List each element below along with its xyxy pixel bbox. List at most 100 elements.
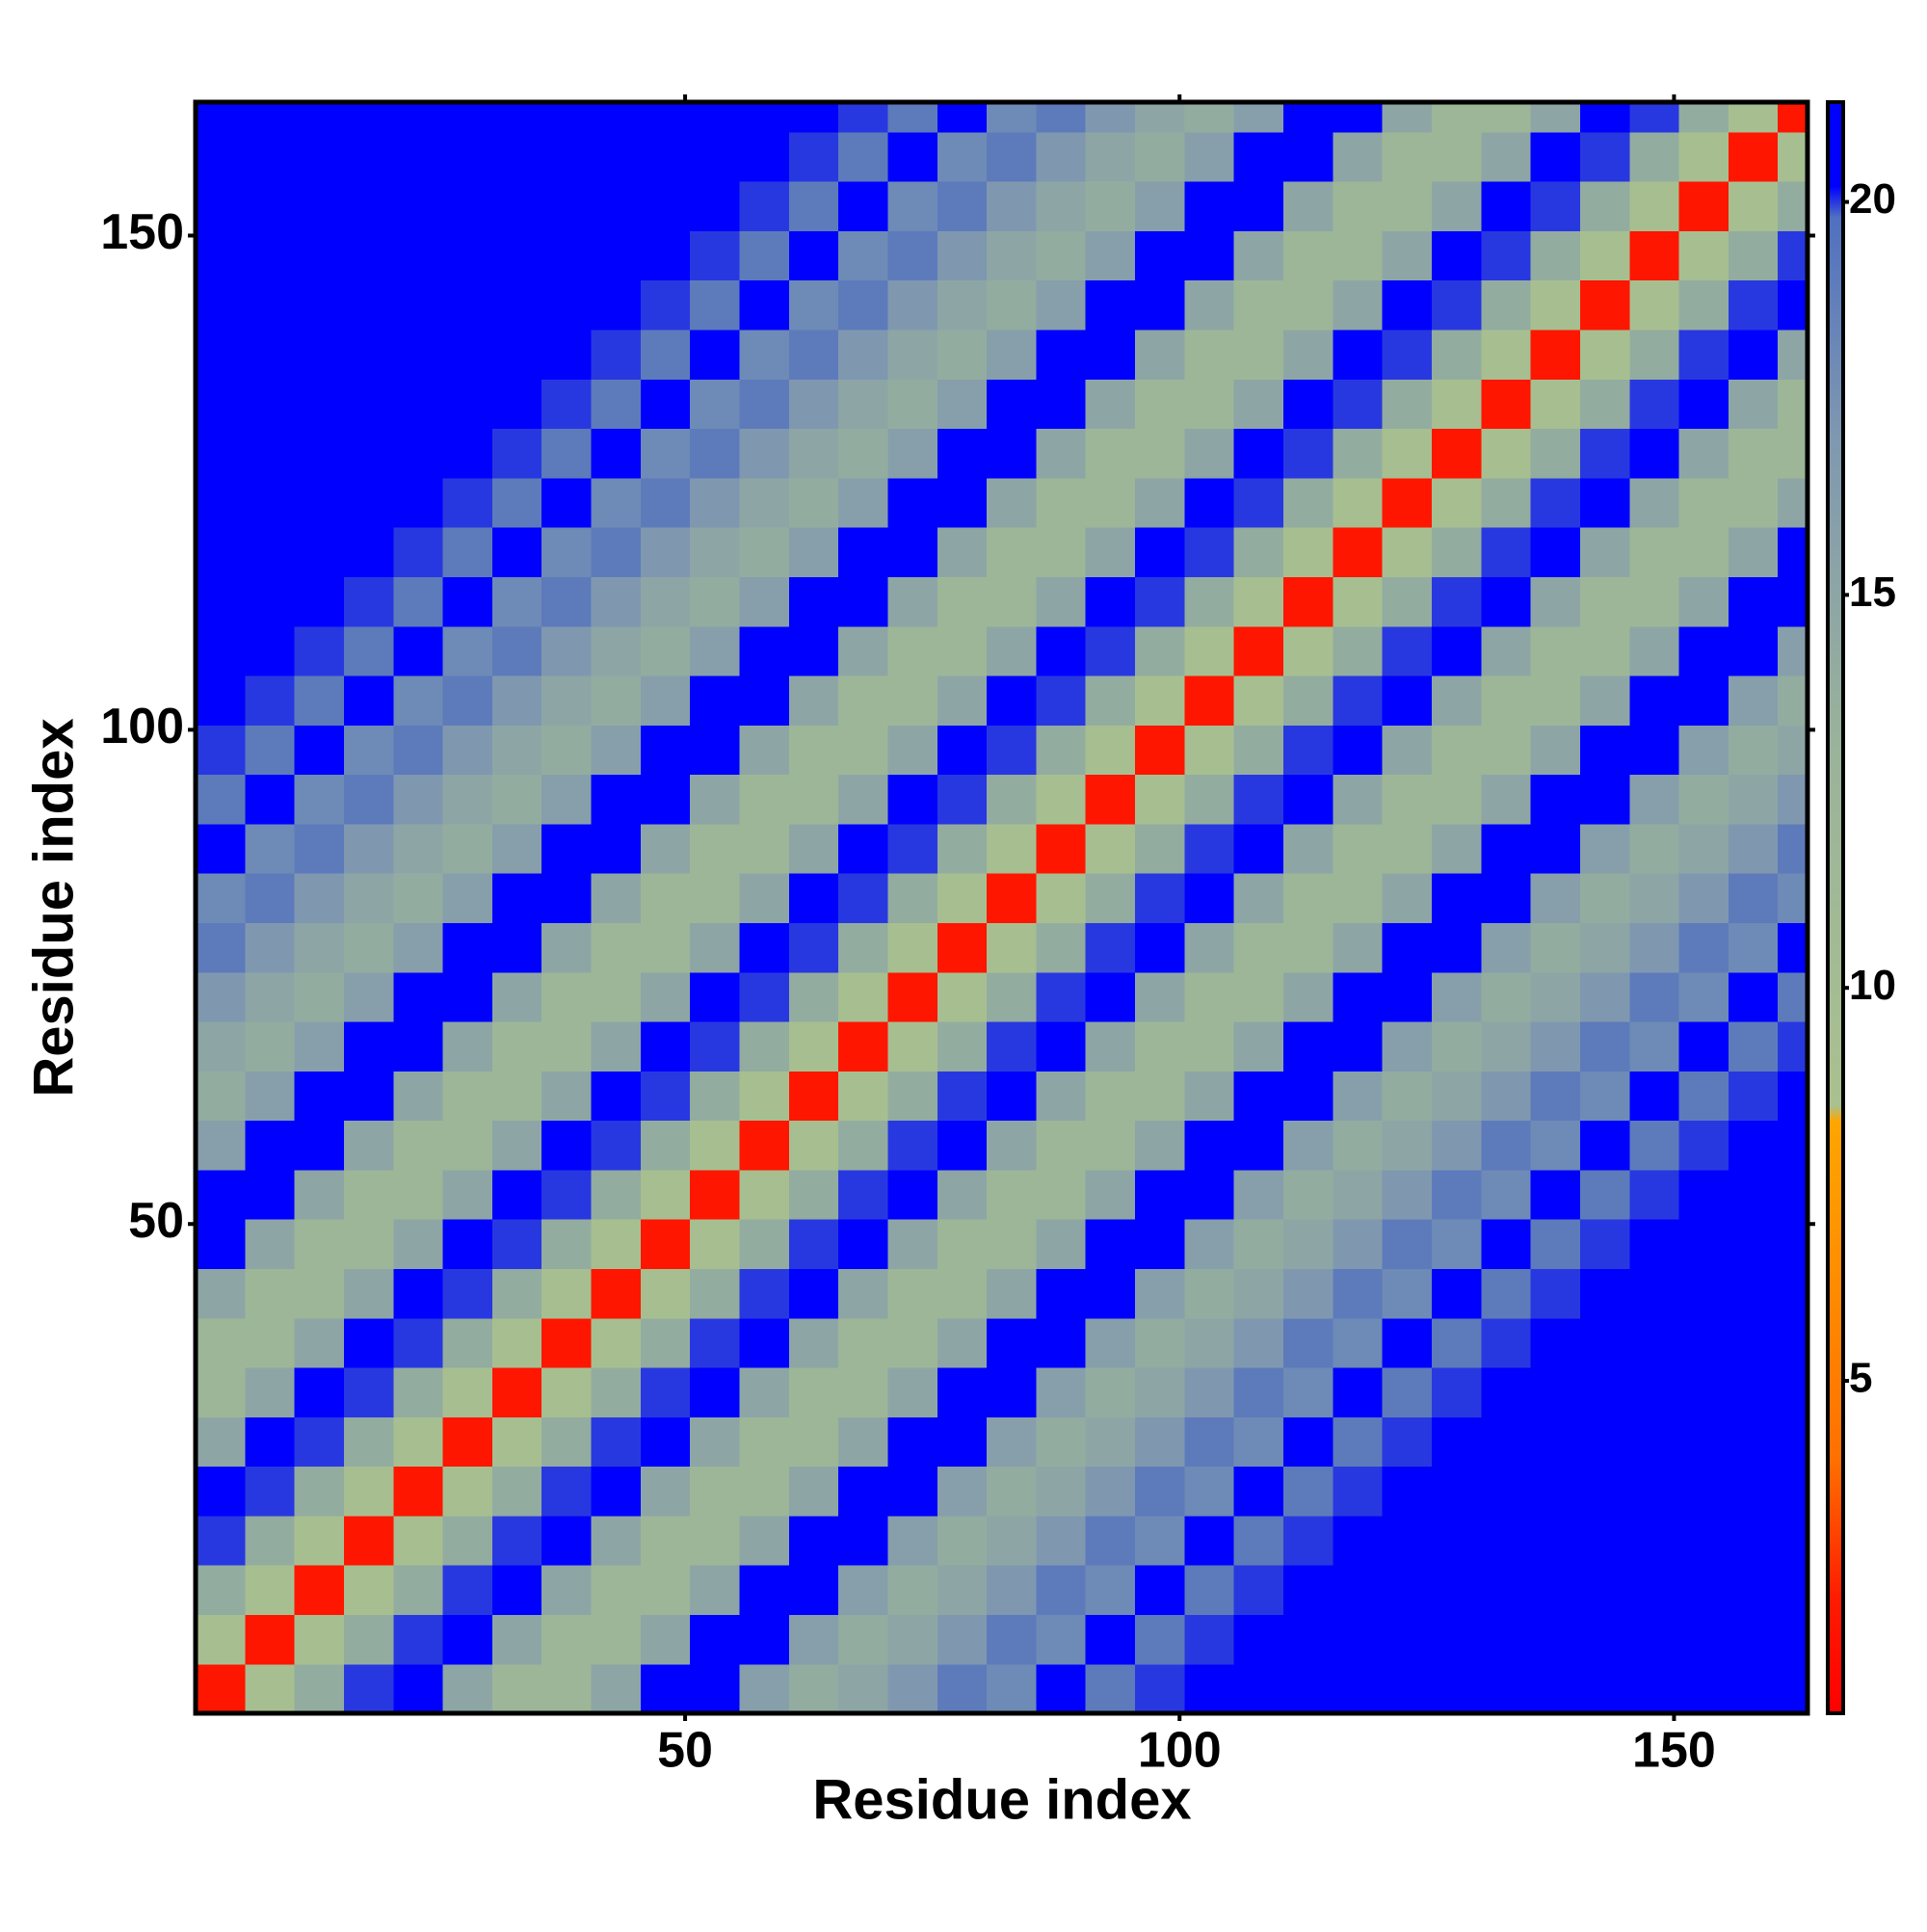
heatmap-cell (987, 1120, 1038, 1171)
heatmap-cell (1431, 971, 1482, 1022)
heatmap-cell (343, 279, 394, 331)
heatmap-cell (1678, 1071, 1729, 1122)
heatmap-cell (1481, 230, 1532, 281)
heatmap-cell (1333, 1416, 1384, 1468)
heatmap-cell (1382, 102, 1433, 133)
heatmap-cell (541, 922, 593, 973)
heatmap-cell (1778, 230, 1808, 281)
heatmap-cell (937, 1268, 988, 1319)
heatmap-cell (343, 1268, 394, 1319)
heatmap-cell (1530, 230, 1581, 281)
heatmap-cell (1184, 1169, 1235, 1220)
heatmap-cell (1778, 428, 1808, 479)
heatmap-cell (887, 181, 938, 231)
heatmap-cell (196, 527, 246, 577)
heatmap-cell (343, 823, 394, 874)
heatmap-cell (788, 625, 839, 676)
heatmap-cell (1382, 1466, 1433, 1517)
heatmap-cell (739, 1663, 790, 1713)
heatmap-cell (294, 1565, 345, 1616)
heatmap-cell (838, 1416, 889, 1468)
heatmap-cell (591, 428, 642, 479)
heatmap-cell (541, 1366, 593, 1417)
heatmap-cell (343, 1317, 394, 1368)
heatmap-cell (987, 102, 1038, 133)
heatmap-cell (739, 971, 790, 1022)
heatmap-cell (196, 1020, 246, 1072)
heatmap-cell (1233, 1515, 1284, 1566)
heatmap-cell (1283, 1416, 1333, 1468)
heatmap-cell (1481, 102, 1532, 133)
heatmap-cell (1579, 1071, 1630, 1122)
heatmap-cell (1233, 1466, 1284, 1517)
heatmap-cell (1778, 379, 1808, 430)
heatmap-cell (1382, 131, 1433, 182)
heatmap-cell (1085, 428, 1136, 479)
heatmap-cell (1678, 181, 1729, 231)
heatmap-cell (541, 823, 593, 874)
heatmap-cell (1778, 971, 1808, 1022)
heatmap-cell (1233, 774, 1284, 825)
heatmap-cell (739, 379, 790, 430)
heatmap-cell (1036, 1515, 1087, 1566)
heatmap-cell (1728, 181, 1779, 231)
heatmap-cell (1036, 379, 1087, 430)
heatmap-cell (1085, 1466, 1136, 1517)
heatmap-cell (541, 1169, 593, 1220)
heatmap-cell (1431, 1366, 1482, 1417)
heatmap-cell (739, 1466, 790, 1517)
heatmap-cell (1579, 774, 1630, 825)
heatmap-cell (1778, 1565, 1808, 1616)
heatmap-cell (1530, 1565, 1581, 1616)
heatmap-cell (1728, 625, 1779, 676)
heatmap-cell (1481, 1317, 1532, 1368)
heatmap-cell (393, 873, 444, 923)
heatmap-cell (196, 428, 246, 479)
heatmap-cell (690, 1317, 741, 1368)
heatmap-cell (1333, 1466, 1384, 1517)
heatmap-cell (1085, 1169, 1136, 1220)
heatmap-cell (788, 1071, 839, 1122)
heatmap-cell (1333, 922, 1384, 973)
heatmap-cell (1629, 181, 1680, 231)
heatmap-cell (245, 1268, 296, 1319)
heatmap-cell (1283, 625, 1333, 676)
heatmap-cell (937, 922, 988, 973)
heatmap-cell (1778, 1466, 1808, 1517)
heatmap-cell (1431, 230, 1482, 281)
heatmap-cell (1085, 279, 1136, 331)
heatmap-cell (1431, 576, 1482, 627)
heatmap-cell (1036, 1071, 1087, 1122)
heatmap-cell (1678, 774, 1729, 825)
heatmap-cell (393, 181, 444, 231)
heatmap-cell (1085, 230, 1136, 281)
heatmap-cell (887, 279, 938, 331)
heatmap-cell (1431, 181, 1482, 231)
heatmap-cell (294, 279, 345, 331)
heatmap-cell (294, 329, 345, 380)
heatmap-cell (541, 774, 593, 825)
heatmap-cell (393, 102, 444, 133)
heatmap-cell (343, 527, 394, 577)
heatmap-cell (393, 428, 444, 479)
heatmap-cell (1678, 1317, 1729, 1368)
heatmap-cell (1283, 477, 1333, 528)
heatmap-cell (987, 1515, 1038, 1566)
heatmap-cell (690, 1268, 741, 1319)
heatmap-cell (987, 1663, 1038, 1713)
heatmap-cell (1579, 279, 1630, 331)
heatmap-cell (591, 625, 642, 676)
heatmap-cell (1431, 1169, 1482, 1220)
heatmap-cell (1333, 725, 1384, 776)
heatmap-cell (1184, 1663, 1235, 1713)
heatmap-cell (1184, 774, 1235, 825)
heatmap-cell (1728, 1366, 1779, 1417)
heatmap-cell (491, 725, 542, 776)
heatmap-cell (1579, 379, 1630, 430)
heatmap-cell (887, 379, 938, 430)
heatmap-cell (442, 131, 493, 182)
heatmap-cell (343, 230, 394, 281)
heatmap-cell (937, 527, 988, 577)
heatmap-cell (1579, 1614, 1630, 1665)
